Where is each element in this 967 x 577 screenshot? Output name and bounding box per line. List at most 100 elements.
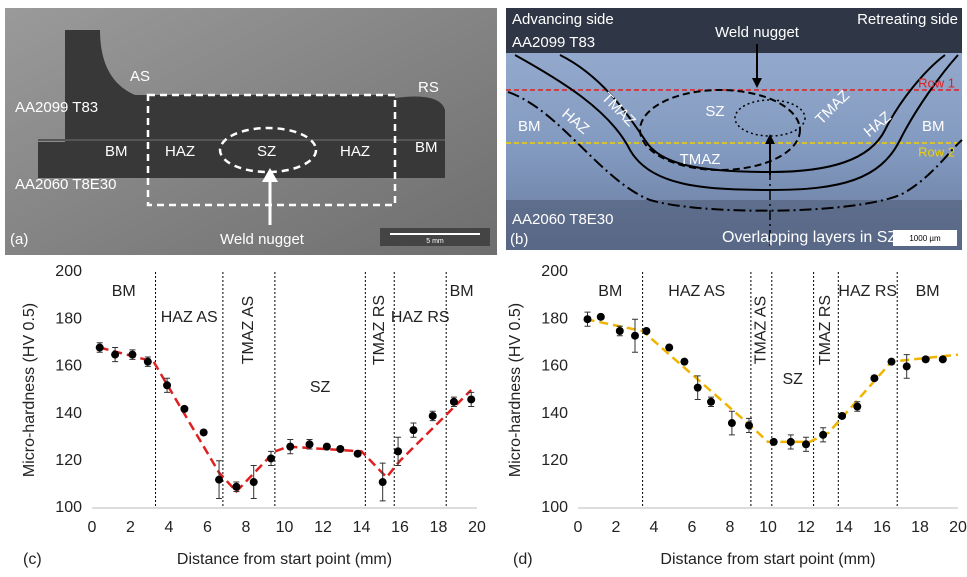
x-tick-label: 12 xyxy=(797,519,815,536)
zone-label: TMAZ RS xyxy=(371,295,388,365)
y-axis-label: Micro-hardness (HV 0.5) xyxy=(507,303,524,477)
data-point xyxy=(727,419,736,428)
label: TMAZ xyxy=(680,151,721,168)
data-point xyxy=(786,437,795,446)
data-point xyxy=(642,327,651,335)
zone-label: BM xyxy=(598,283,622,300)
label: BM xyxy=(415,139,438,156)
x-tick-label: 16 xyxy=(873,519,891,536)
data-point xyxy=(249,478,258,487)
data-point xyxy=(111,350,120,359)
data-point xyxy=(615,327,624,335)
data-point xyxy=(180,404,189,413)
haz-boundary xyxy=(507,91,963,212)
data-point xyxy=(665,343,674,352)
label: Row 1 xyxy=(918,75,955,90)
data-point xyxy=(902,362,911,371)
data-point xyxy=(336,445,345,453)
data-point xyxy=(707,397,715,406)
x-tick-label: 4 xyxy=(165,519,174,536)
tmaz-boundary xyxy=(514,54,959,192)
label: SZ xyxy=(257,143,276,160)
data-point xyxy=(769,437,778,446)
scale-box xyxy=(893,230,957,246)
scale-label: 5 mm xyxy=(426,238,444,245)
zone-label: HAZ RS xyxy=(838,283,897,300)
data-point xyxy=(887,357,896,366)
data-point xyxy=(802,440,810,449)
x-axis-label: Distance from start point (mm) xyxy=(660,551,875,568)
data-point xyxy=(631,331,639,340)
data-point xyxy=(449,397,458,406)
trend-line xyxy=(99,346,473,494)
arrow-head xyxy=(765,134,775,144)
x-tick-label: 0 xyxy=(574,519,583,536)
label: AA2099 T83 xyxy=(15,99,98,116)
zone-label: TMAZ RS xyxy=(817,295,834,365)
zone-label: TMAZ AS xyxy=(240,296,257,364)
data-point xyxy=(838,411,847,420)
x-tick-label: 10 xyxy=(759,519,777,536)
data-point xyxy=(938,355,947,364)
data-point xyxy=(819,430,828,439)
y-tick-label: 140 xyxy=(541,405,568,422)
x-tick-label: 16 xyxy=(391,519,409,536)
label: HAZ xyxy=(340,143,370,160)
data-point xyxy=(378,478,387,487)
data-point xyxy=(394,447,403,456)
label: AS xyxy=(130,68,150,85)
scale-box xyxy=(380,228,490,246)
y-tick-label: 200 xyxy=(541,263,568,280)
data-point xyxy=(322,442,331,451)
data-point xyxy=(745,421,753,430)
x-tick-label: 14 xyxy=(835,519,853,536)
label: BM xyxy=(105,143,128,160)
label: RS xyxy=(418,79,439,96)
data-point xyxy=(409,426,418,435)
x-tick-label: 4 xyxy=(650,519,659,536)
label: HAZ xyxy=(165,143,195,160)
zone-label: HAZ RS xyxy=(391,309,450,326)
nugget-outline xyxy=(218,126,318,174)
micrograph-a: 5 mm AA2099 T83 AS RS BM HAZ SZ HAZ BM A… xyxy=(5,8,497,255)
label: Overlapping layers in SZ xyxy=(722,229,897,246)
label: Advancing side xyxy=(512,11,614,28)
data-point xyxy=(95,343,104,352)
panel-label: (a) xyxy=(10,231,28,248)
label: Weld nugget xyxy=(715,24,800,41)
arrow-head xyxy=(262,168,278,182)
y-tick-label: 180 xyxy=(541,310,568,327)
label: BM xyxy=(922,118,945,135)
zone-label: BM xyxy=(916,283,940,300)
x-tick-label: 2 xyxy=(126,519,135,536)
zone-label: SZ xyxy=(310,379,331,396)
y-tick-label: 160 xyxy=(541,358,568,375)
label: BM xyxy=(518,118,541,135)
top-plate xyxy=(506,8,962,53)
label: Weld nugget xyxy=(220,231,305,248)
x-tick-label: 6 xyxy=(203,519,212,536)
label: AA2099 T83 xyxy=(512,34,595,51)
y-tick-label: 120 xyxy=(55,452,82,469)
data-point xyxy=(870,374,879,383)
label: SZ xyxy=(705,103,724,120)
zone-label: HAZ AS xyxy=(668,283,725,300)
data-point xyxy=(143,357,152,366)
panel-label: (c) xyxy=(23,551,42,568)
nugget-core xyxy=(734,99,806,137)
y-axis-label: Micro-hardness (HV 0.5) xyxy=(21,303,38,477)
y-tick-label: 100 xyxy=(541,499,568,516)
label: Row 2 xyxy=(918,144,955,159)
data-point xyxy=(163,381,172,390)
data-point xyxy=(680,357,689,366)
y-tick-label: 140 xyxy=(55,405,82,422)
data-point xyxy=(232,482,241,491)
zone-label: SZ xyxy=(782,371,803,388)
scale-label: 1000 µm xyxy=(909,234,941,243)
label: AA2060 T8E30 xyxy=(15,176,116,193)
zone-label: BM xyxy=(112,283,136,300)
y-tick-label: 100 xyxy=(55,499,82,516)
x-tick-label: 6 xyxy=(688,519,697,536)
data-point xyxy=(286,442,295,451)
